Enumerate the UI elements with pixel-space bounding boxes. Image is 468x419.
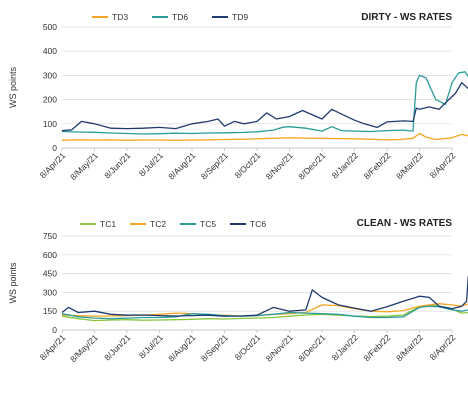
legend-label: TD9 [232,12,248,22]
x-tick-label: 8/Jun/21 [102,150,132,180]
y-tick-label: 0 [52,325,57,335]
series-line-td9 [61,82,468,132]
x-tick-label: 8/Nov/21 [264,150,295,181]
x-tick-label: 8/Jan/22 [330,150,360,180]
x-tick-label: 8/Aug/21 [166,150,197,181]
y-tick-label: 0 [52,143,57,153]
x-tick-label: 8/Feb/22 [362,332,393,363]
x-tick-label: 8/Aug/21 [166,332,197,363]
x-tick-label: 8/Mar/22 [394,332,425,363]
x-tick-label: 8/Dec/21 [296,150,327,181]
chart-panel-1: 0 100 200 300 400 500 8/Apr/21 8/May/21 8/Jun/21… [8,12,468,182]
y-tick-label: 200 [43,95,57,105]
x-tick-label: 8/Apr/22 [428,332,458,362]
x-tick-label: 8/Dec/21 [296,332,327,363]
legend-label: TD6 [172,12,188,22]
x-tick-label: 8/Jun/21 [102,332,132,362]
chart-title: DIRTY - WS RATES [361,12,452,23]
x-tick-label: 8/Apr/21 [38,150,68,180]
x-tick-label: 8/Sep/21 [199,150,230,181]
y-tick-label: 100 [43,119,57,129]
x-tick-label: 8/Apr/21 [38,332,68,362]
x-tick-label: 8/Jul/21 [137,150,165,178]
legend-label: TC2 [150,219,166,229]
series-line-td3 [61,132,468,141]
legend-label: TC1 [100,219,116,229]
x-tick-label: 8/Sep/21 [199,332,230,363]
series-line-tc6 [61,276,468,317]
x-tick-label: 8/May/21 [68,332,100,364]
x-tick-label: 8/Jan/22 [330,332,360,362]
y-tick-label: 500 [43,22,57,32]
y-tick-label: 300 [43,70,57,80]
y-axis-label: WS points [8,66,18,108]
legend-label: TC6 [250,219,266,229]
x-tick-label: 8/May/21 [68,150,100,182]
y-tick-label: 600 [43,250,57,260]
x-tick-label: 8/Apr/22 [428,150,458,180]
x-tick-label: 8/Oct/21 [233,332,263,362]
x-tick-label: 8/Feb/22 [362,150,393,181]
legend-label: TD3 [112,12,128,22]
x-tick-label: 8/Oct/21 [233,150,263,180]
y-axis-label: WS points [8,262,18,304]
legend-label: TC5 [200,219,216,229]
y-tick-label: 450 [43,269,57,279]
chart-title: CLEAN - WS RATES [357,218,453,229]
x-tick-label: 8/Nov/21 [264,332,295,363]
x-tick-label: 8/Mar/22 [394,150,425,181]
chart-panel-2: 0 150 300 450 600 750 8/Apr/21 8/May/21 8/Jun/21… [8,218,468,364]
x-tick-label: 8/Jul/21 [137,332,165,360]
y-tick-label: 300 [43,287,57,297]
series-line-tc5 [61,305,468,320]
series-line-td6 [61,71,468,135]
y-tick-label: 150 [43,306,57,316]
y-tick-label: 400 [43,46,57,56]
y-tick-label: 750 [43,231,57,241]
